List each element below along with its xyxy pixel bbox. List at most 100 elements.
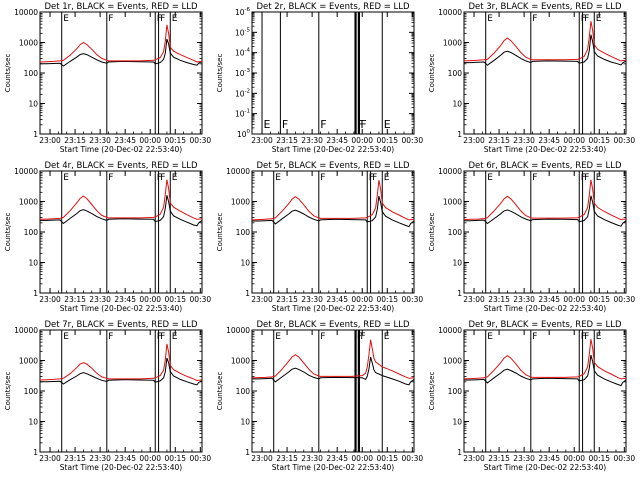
plot-frame bbox=[251, 170, 415, 294]
x-tick-label: 23:00 bbox=[251, 454, 273, 463]
x-tick-label: 23:30 bbox=[301, 454, 323, 463]
plot-frame bbox=[463, 11, 627, 135]
events-series-line bbox=[464, 34, 627, 66]
x-axis-title: Start Time (20-Dec-02 22:53:40) bbox=[272, 304, 394, 313]
x-tick-label: 23:00 bbox=[39, 454, 61, 463]
lld-series-line bbox=[251, 180, 415, 221]
flag-label: E bbox=[172, 173, 178, 183]
x-tick-label: 00:00 bbox=[563, 454, 585, 463]
x-axis-title: Start Time (20-Dec-02 22:53:40) bbox=[60, 145, 182, 154]
x-tick-label: 23:15 bbox=[64, 454, 86, 463]
y-tick-label: 10000 bbox=[14, 326, 38, 335]
y-axis-title: Counts/sec bbox=[428, 54, 436, 93]
y-tick-label: 100 bbox=[24, 387, 39, 396]
y-tick-label: 100 bbox=[24, 228, 39, 237]
x-axis-title: Start Time (20-Dec-02 22:53:40) bbox=[484, 145, 606, 154]
flag-label: F bbox=[320, 332, 325, 342]
flag-label: F bbox=[532, 14, 537, 24]
flag-label: F bbox=[282, 118, 288, 131]
chart-panel-5: Det 5r, BLACK = Events, RED = LLD 1 10 100 1… bbox=[216, 161, 423, 313]
plot-frame bbox=[463, 329, 627, 453]
flag-label: F bbox=[108, 173, 113, 183]
panel-title: Det 1r, BLACK = Events, RED = LLD bbox=[44, 2, 198, 12]
x-tick-label: 00:15 bbox=[588, 295, 610, 304]
x-tick-label: 00:30 bbox=[402, 136, 424, 145]
events-series-line bbox=[252, 356, 415, 386]
chart-panel-1: Det 1r, BLACK = Events, RED = LLD 1 10 100 1… bbox=[4, 2, 211, 154]
chart-panel-9: Det 9r, BLACK = Events, RED = LLD 1 10 100 1… bbox=[428, 320, 635, 472]
flag-label: F bbox=[108, 332, 113, 342]
flag-label: E bbox=[596, 173, 602, 183]
flag-label: F bbox=[157, 173, 162, 183]
x-axis-title: Start Time (20-Dec-02 22:53:40) bbox=[60, 304, 182, 313]
x-tick-label: 23:30 bbox=[513, 295, 535, 304]
x-tick-label: 23:45 bbox=[538, 454, 560, 463]
flag-label: F bbox=[584, 332, 589, 342]
y-tick-label: 1 bbox=[33, 289, 38, 298]
x-tick-label: 23:00 bbox=[463, 454, 485, 463]
y-axis-title: Counts/sec bbox=[4, 213, 12, 252]
flag-label: F bbox=[584, 173, 589, 183]
x-tick-label: 00:30 bbox=[614, 136, 636, 145]
flag-label: F bbox=[357, 118, 363, 131]
y-tick-label: 10-6 bbox=[235, 7, 251, 17]
x-tick-label: 23:30 bbox=[301, 136, 323, 145]
flag-label: F bbox=[160, 14, 165, 24]
y-axis-title: Counts/sec bbox=[216, 213, 224, 252]
flag-label: F bbox=[320, 118, 326, 131]
y-tick-label: 100 bbox=[448, 69, 463, 78]
x-tick-label: 23:15 bbox=[488, 136, 510, 145]
y-tick-label: 10-2 bbox=[235, 88, 250, 98]
x-tick-label: 23:30 bbox=[301, 295, 323, 304]
x-tick-label: 00:30 bbox=[614, 454, 636, 463]
x-tick-label: 00:00 bbox=[139, 454, 161, 463]
x-tick-label: 00:00 bbox=[563, 295, 585, 304]
chart-panel-3: Det 3r, BLACK = Events, RED = LLD 1 10 100 1… bbox=[428, 2, 635, 154]
x-tick-label: 23:30 bbox=[89, 454, 111, 463]
y-tick-label: 100 bbox=[448, 387, 463, 396]
y-tick-label: 1 bbox=[245, 289, 250, 298]
x-tick-label: 23:00 bbox=[463, 295, 485, 304]
y-tick-label: 1000 bbox=[19, 357, 38, 366]
flag-label: E bbox=[275, 173, 281, 183]
events-series-line bbox=[464, 195, 627, 227]
y-tick-label: 1000 bbox=[231, 198, 250, 207]
x-tick-label: 00:15 bbox=[376, 454, 398, 463]
y-tick-label: 10 bbox=[240, 259, 250, 268]
x-tick-label: 23:15 bbox=[64, 295, 86, 304]
y-tick-label: 10 bbox=[28, 418, 38, 427]
x-tick-label: 23:45 bbox=[326, 136, 348, 145]
x-tick-label: 23:15 bbox=[276, 136, 298, 145]
flag-label: F bbox=[532, 332, 537, 342]
panel-title: Det 6r, BLACK = Events, RED = LLD bbox=[468, 161, 622, 171]
y-tick-label: 1 bbox=[457, 289, 462, 298]
flag-label: F bbox=[108, 14, 113, 24]
events-series-line bbox=[252, 195, 415, 228]
x-tick-label: 23:00 bbox=[251, 295, 273, 304]
y-tick-label: 10 bbox=[240, 418, 250, 427]
x-axis-title: Start Time (20-Dec-02 22:53:40) bbox=[484, 463, 606, 472]
x-tick-label: 00:30 bbox=[190, 295, 212, 304]
y-tick-label: 1 bbox=[245, 448, 250, 457]
flag-label: F bbox=[584, 14, 589, 24]
panel-title: Det 4r, BLACK = Events, RED = LLD bbox=[44, 161, 198, 171]
events-series-line bbox=[464, 354, 627, 387]
x-tick-label: 23:15 bbox=[64, 136, 86, 145]
x-axis-title: Start Time (20-Dec-02 22:53:40) bbox=[272, 145, 394, 154]
x-tick-label: 23:15 bbox=[488, 295, 510, 304]
y-tick-label: 10000 bbox=[14, 8, 38, 17]
events-series-line bbox=[40, 357, 203, 386]
x-tick-label: 00:00 bbox=[563, 136, 585, 145]
y-tick-label: 10000 bbox=[438, 167, 462, 176]
y-tick-label: 1 bbox=[33, 448, 38, 457]
y-tick-label: 10000 bbox=[226, 326, 250, 335]
x-axis-title: Start Time (20-Dec-02 22:53:40) bbox=[484, 304, 606, 313]
x-tick-label: 00:15 bbox=[588, 454, 610, 463]
chart-panel-8: Det 8r, BLACK = Events, RED = LLD 1 10 100 1… bbox=[216, 320, 423, 472]
x-tick-label: 00:30 bbox=[402, 295, 424, 304]
flag-label: F bbox=[160, 332, 165, 342]
x-tick-label: 23:00 bbox=[39, 136, 61, 145]
x-tick-label: 00:30 bbox=[190, 136, 212, 145]
y-tick-label: 1000 bbox=[19, 198, 38, 207]
